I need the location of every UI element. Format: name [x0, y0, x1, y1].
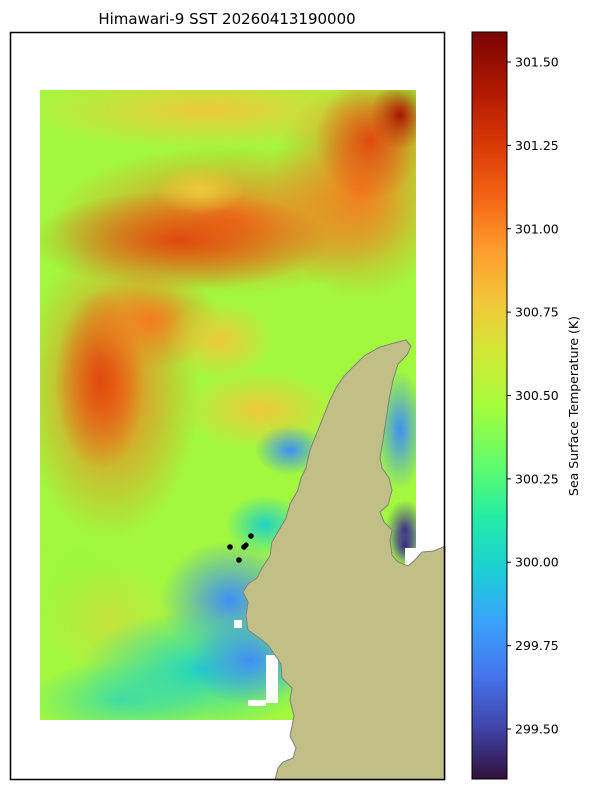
map-title: Himawari-9 SST 20260413190000: [98, 10, 355, 28]
station-marker: [236, 557, 242, 563]
colorbar-tick-label: 299.50: [515, 721, 559, 736]
colorbar-tick-label: 300.00: [515, 555, 559, 570]
colorbar-frame: [471, 31, 508, 780]
station-marker: [243, 542, 249, 548]
station-marker: [248, 533, 254, 539]
colorbar-tick-label: 301.50: [515, 55, 559, 70]
station-markers: [227, 533, 254, 563]
colorbar-tick-label: 300.25: [515, 471, 559, 486]
colorbar-tick-label: 301.25: [515, 138, 559, 153]
peninsula-land: [242, 339, 446, 781]
station-marker: [227, 544, 233, 550]
colorbar-tick-label: 300.75: [515, 305, 559, 320]
colorbar-tick-label: 300.50: [515, 388, 559, 403]
colorbar-tick-label: 299.75: [515, 638, 559, 653]
colorbar: 301.50 301.25 301.00 300.75 300.50 300.25 300.…: [471, 31, 581, 780]
colorbar-tick-label: 301.00: [515, 221, 559, 236]
colorbar-ticks: 301.50 301.25 301.00 300.75 300.50 300.25 300.…: [507, 55, 559, 736]
colorbar-label: Sea Surface Temperature (K): [566, 316, 581, 496]
map-frame: [9, 31, 446, 781]
land: [242, 339, 446, 781]
colorbar-gradient: [472, 32, 507, 779]
